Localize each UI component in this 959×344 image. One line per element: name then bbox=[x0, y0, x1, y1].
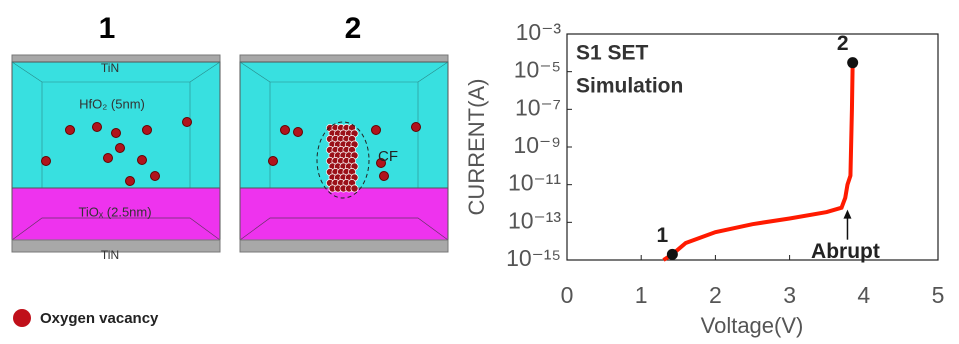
inner-edge bbox=[189, 61, 221, 83]
x-tick-label: 4 bbox=[857, 282, 870, 308]
y-tick-label: 10⁻³ bbox=[516, 19, 562, 45]
tin-bottom bbox=[11, 239, 221, 253]
x-tick-label: 0 bbox=[561, 282, 574, 308]
vacancy bbox=[379, 171, 389, 181]
x-tick-label: 3 bbox=[783, 282, 796, 308]
y-tick-label: 10⁻⁵ bbox=[514, 57, 561, 83]
data-line bbox=[662, 62, 855, 262]
x-axis-label: Voltage(V) bbox=[701, 313, 804, 338]
vacancy bbox=[411, 122, 421, 132]
point-label: 2 bbox=[837, 32, 849, 55]
arrow-head bbox=[843, 209, 852, 219]
vacancy bbox=[41, 156, 51, 166]
panel-label: 1 bbox=[99, 12, 116, 45]
vacancy bbox=[280, 125, 290, 135]
vacancy bbox=[376, 158, 386, 168]
point-label: 1 bbox=[657, 224, 669, 247]
vacancy bbox=[182, 117, 192, 127]
cf-outline bbox=[316, 121, 370, 199]
vacancy bbox=[137, 155, 147, 165]
chart-title: S1 SET bbox=[576, 42, 649, 65]
legend-text: Oxygen vacancy bbox=[40, 310, 159, 327]
vacancy bbox=[111, 128, 121, 138]
y-tick-label: 10⁻⁹ bbox=[513, 132, 561, 158]
cf-vacancy bbox=[350, 184, 359, 193]
inner-edge bbox=[417, 61, 449, 83]
chart-title: Simulation bbox=[576, 75, 683, 98]
y-tick-label: 10⁻¹³ bbox=[508, 207, 561, 233]
point-marker bbox=[847, 57, 859, 69]
layer-label: TiN bbox=[101, 61, 119, 75]
vacancy bbox=[293, 127, 303, 137]
tiox-inner bbox=[239, 217, 449, 241]
annotation-text: Abrupt bbox=[811, 240, 880, 263]
vacancy bbox=[371, 125, 381, 135]
cf-label: CF bbox=[378, 148, 398, 165]
point-marker bbox=[666, 248, 678, 260]
y-axis-label: CURRENT(A) bbox=[464, 79, 489, 216]
layer-label: HfO₂ (5nm) bbox=[79, 96, 145, 111]
y-tick-label: 10⁻⁷ bbox=[515, 94, 561, 120]
y-tick-label: 10⁻¹⁵ bbox=[506, 245, 561, 271]
tiox-layer bbox=[239, 187, 449, 241]
tiox-inner bbox=[11, 217, 221, 241]
vacancy bbox=[115, 143, 125, 153]
inner-edge bbox=[11, 61, 43, 83]
vacancy bbox=[65, 125, 75, 135]
vacancy bbox=[103, 153, 113, 163]
vacancy bbox=[150, 171, 160, 181]
inner-edge bbox=[239, 61, 271, 83]
x-tick-label: 5 bbox=[932, 282, 945, 308]
vacancy bbox=[268, 156, 278, 166]
panel-label: 2 bbox=[345, 12, 362, 45]
vacancy bbox=[142, 125, 152, 135]
x-tick-label: 1 bbox=[635, 282, 648, 308]
tin-bottom bbox=[239, 239, 449, 253]
y-tick-label: 10⁻¹¹ bbox=[508, 170, 561, 196]
layer-label: TiN bbox=[101, 248, 119, 262]
legend-marker bbox=[13, 309, 31, 327]
vacancy bbox=[125, 176, 135, 186]
vacancy bbox=[92, 122, 102, 132]
layer-label: TiOₓ (2.5nm) bbox=[78, 204, 151, 219]
x-tick-label: 2 bbox=[709, 282, 722, 308]
tin-top bbox=[239, 54, 449, 63]
